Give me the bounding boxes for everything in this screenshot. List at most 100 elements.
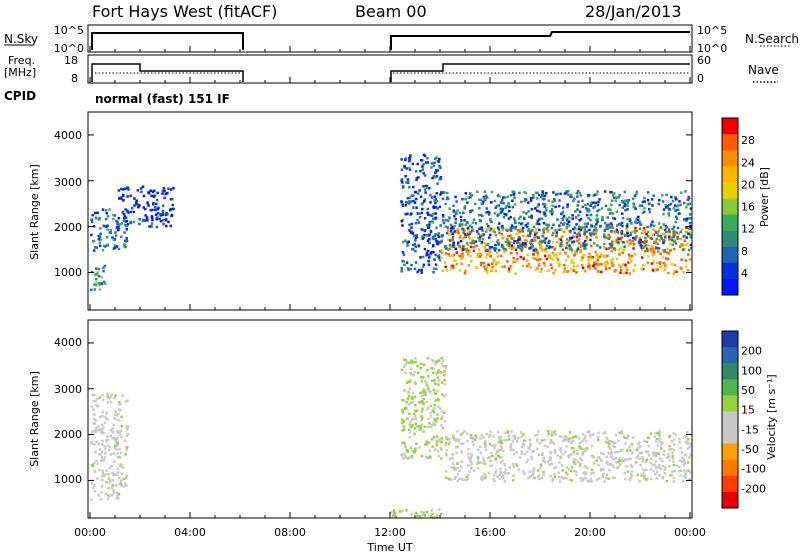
power-scatter-cell — [438, 256, 441, 259]
power-scatter-cell — [684, 190, 687, 193]
velocity-scatter-cell — [451, 462, 455, 465]
power-scatter — [88, 134, 693, 292]
power-scatter-cell — [664, 206, 668, 209]
power-scatter-cell — [578, 191, 581, 195]
velocity-scatter-cell — [98, 396, 101, 399]
power-scatter-cell — [117, 189, 121, 192]
power-scatter-cell — [485, 266, 489, 269]
power-scatter-cell — [667, 203, 671, 207]
power-scatter-cell — [501, 229, 504, 232]
power-scatter-cell — [596, 220, 599, 223]
power-scatter-cell — [172, 186, 175, 190]
velocity-scatter-cell — [443, 395, 446, 398]
power-scatter-cell — [480, 227, 484, 230]
velocity-scatter-cell — [497, 454, 500, 458]
velocity-scatter-cell — [420, 380, 424, 383]
velocity-scatter-cell — [122, 477, 126, 481]
power-scatter-cell — [660, 237, 664, 240]
power-scatter-cell — [514, 221, 517, 225]
velocity-scatter-cell — [611, 476, 615, 479]
power-scatter-cell — [454, 195, 457, 199]
velocity-scatter-cell — [414, 449, 417, 452]
velocity-scatter-cell — [460, 433, 463, 436]
power-scatter-cell — [594, 260, 598, 264]
power-scatter-cell — [650, 245, 653, 248]
power-scatter-cell — [576, 190, 580, 193]
velocity-scatter-cell — [498, 456, 501, 459]
power-scatter-cell — [490, 246, 494, 249]
nsearch-label: N.Search — [745, 32, 799, 46]
power-scatter-cell — [561, 218, 565, 221]
power-scatter-cell — [437, 160, 441, 163]
xtick-1600: 16:00 — [474, 526, 506, 539]
power-scatter-cell — [482, 233, 485, 236]
power-scatter-cell — [503, 265, 506, 268]
power-scatter-cell — [504, 248, 508, 252]
velocity-scatter-cell — [661, 476, 665, 479]
power-scatter-cell — [574, 227, 578, 231]
power-scatter-cell — [439, 224, 442, 227]
power-scatter-cell — [614, 240, 617, 244]
velocity-scatter-cell — [456, 473, 460, 476]
power-scatter-cell — [592, 233, 596, 236]
power-scatter-cell — [508, 228, 511, 232]
velocity-scatter-cell — [426, 456, 430, 459]
power-scatter-cell — [508, 246, 512, 250]
velocity-scatter-cell — [672, 460, 675, 464]
power-scatter-cell — [618, 253, 621, 256]
velocity-scatter-cell — [479, 461, 483, 464]
velocity-scatter-cell — [584, 477, 587, 480]
power-scatter-cell — [666, 247, 669, 251]
velocity-scatter-cell — [483, 473, 486, 476]
power-scatter-cell — [641, 256, 644, 259]
power-scatter-cell — [610, 199, 614, 202]
power-scatter-cell — [609, 244, 613, 248]
power-scatter-cell — [400, 178, 404, 181]
velocity-cbar-tick: -100 — [741, 463, 766, 476]
power-scatter-cell — [571, 217, 574, 220]
velocity-scatter-cell — [515, 464, 519, 468]
velocity-scatter-cell — [441, 359, 445, 362]
velocity-scatter-cell — [120, 424, 124, 428]
velocity-scatter-cell — [679, 469, 682, 472]
velocity-scatter-cell — [411, 391, 415, 395]
power-scatter-cell — [685, 206, 688, 209]
power-scatter-cell — [434, 201, 437, 205]
velocity-scatter-cell — [433, 417, 436, 421]
power-scatter-cell — [170, 213, 174, 217]
velocity-scatter-cell — [620, 432, 624, 435]
velocity-scatter-cell — [543, 460, 547, 464]
power-scatter-cell — [446, 196, 449, 199]
velocity-scatter-cell — [452, 436, 455, 439]
power-scatter-cell — [666, 257, 670, 261]
velocity-scatter-cell — [429, 404, 433, 408]
velocity-panel: 4000 3000 2000 1000 Slant Range [km] 200… — [28, 319, 778, 519]
velocity-scatter-cell — [621, 448, 624, 452]
velocity-scatter-cell — [604, 440, 607, 444]
velocity-scatter-cell — [551, 477, 555, 481]
velocity-scatter-cell — [454, 475, 457, 479]
velocity-scatter-cell — [425, 442, 428, 446]
power-scatter-cell — [663, 232, 666, 235]
power-scatter-cell — [673, 239, 676, 242]
power-scatter-cell — [650, 262, 654, 265]
power-scatter-cell — [565, 246, 568, 250]
velocity-scatter-cell — [615, 460, 618, 464]
power-scatter-cell — [534, 268, 538, 271]
power-scatter-cell — [672, 233, 675, 236]
velocity-scatter-cell — [688, 470, 692, 474]
power-scatter-cell — [484, 198, 487, 202]
velocity-scatter-cell — [512, 448, 515, 452]
power-scatter-cell — [628, 238, 632, 242]
power-scatter-cell — [490, 220, 493, 224]
velocity-scatter-cell — [565, 466, 569, 469]
velocity-scatter-cell — [672, 463, 675, 467]
velocity-scatter-cell — [495, 453, 498, 456]
power-scatter-cell — [512, 241, 516, 245]
velocity-scatter-cell — [655, 439, 658, 443]
velocity-scatter-cell — [435, 372, 438, 376]
velocity-scatter-cell — [444, 366, 448, 370]
velocity-scatter-cell — [629, 457, 632, 461]
power-scatter-cell — [640, 204, 644, 207]
power-scatter-cell — [620, 230, 623, 234]
